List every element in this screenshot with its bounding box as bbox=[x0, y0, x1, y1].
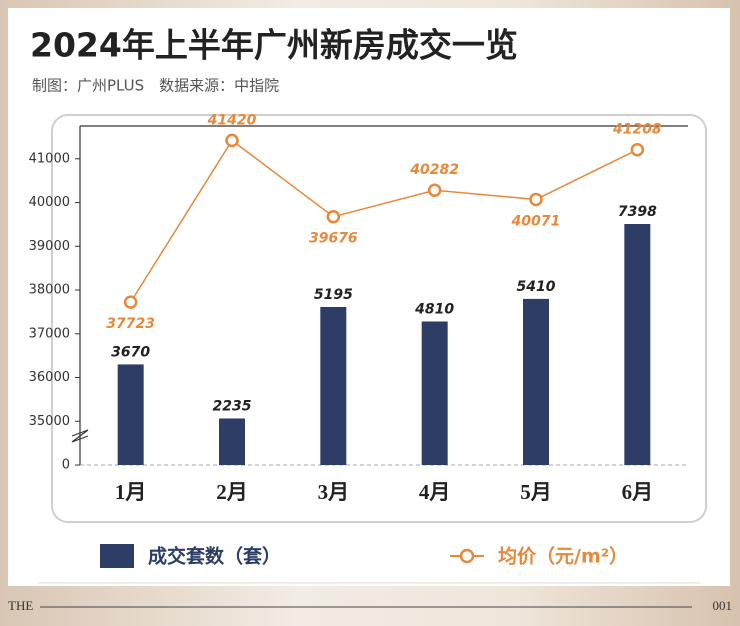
price-label: 37723 bbox=[106, 316, 155, 332]
price-label: 40071 bbox=[511, 213, 561, 229]
price-point bbox=[427, 183, 442, 197]
x-tick-label: 3月 bbox=[318, 480, 350, 504]
x-tick-label: 2月 bbox=[216, 480, 248, 504]
chart-title: 2024年上半年广州新房成交一览 bbox=[30, 26, 518, 65]
bar-label: 7398 bbox=[618, 204, 657, 220]
price-point bbox=[123, 295, 138, 309]
price-point bbox=[529, 192, 543, 207]
price-label: 40282 bbox=[409, 162, 459, 178]
bar-label: 5410 bbox=[517, 279, 556, 295]
y-tick-label: 35000 bbox=[29, 414, 70, 429]
legend-label: 均价（元/m²） bbox=[498, 545, 628, 568]
y-tick-label: 0 bbox=[62, 458, 70, 473]
x-tick-label: 4月 bbox=[419, 480, 451, 504]
bar bbox=[624, 224, 651, 465]
bar bbox=[219, 418, 245, 465]
bar bbox=[523, 298, 549, 465]
chart-subtitle: 制图：广州PLUS 数据来源：中指院 bbox=[32, 77, 279, 95]
chart-frame bbox=[51, 114, 707, 523]
x-tick-label: 5月 bbox=[520, 480, 552, 504]
price-line bbox=[130, 139, 638, 303]
x-tick-label: 6月 bbox=[622, 480, 654, 504]
y-tick-label: 36000 bbox=[29, 370, 70, 385]
legend-swatch bbox=[459, 548, 475, 564]
price-label: 39676 bbox=[309, 231, 358, 247]
bar bbox=[421, 321, 448, 465]
y-tick-label: 38000 bbox=[29, 283, 70, 298]
footer-left: THE bbox=[8, 598, 33, 613]
price-label: 41208 bbox=[612, 122, 662, 138]
bar-label: 4810 bbox=[414, 301, 454, 317]
bar-label: 2235 bbox=[213, 398, 252, 414]
bar-label: 3670 bbox=[111, 344, 150, 360]
y-tick-label: 37000 bbox=[29, 326, 70, 341]
price-point bbox=[326, 209, 341, 224]
legend-swatch bbox=[100, 544, 134, 568]
axis-break bbox=[71, 429, 89, 443]
y-tick-label: 39000 bbox=[29, 239, 70, 254]
bar bbox=[117, 364, 144, 465]
x-tick-label: 1月 bbox=[115, 480, 147, 504]
footer-right: 001 bbox=[713, 598, 733, 613]
bar bbox=[320, 306, 347, 465]
bar-label: 5195 bbox=[314, 287, 353, 303]
price-label: 41420 bbox=[207, 112, 257, 128]
price-point bbox=[630, 142, 645, 157]
legend-label: 成交套数（套） bbox=[148, 545, 281, 568]
price-point bbox=[225, 133, 239, 148]
y-tick-label: 40000 bbox=[29, 195, 70, 210]
y-tick-label: 41000 bbox=[29, 151, 70, 166]
